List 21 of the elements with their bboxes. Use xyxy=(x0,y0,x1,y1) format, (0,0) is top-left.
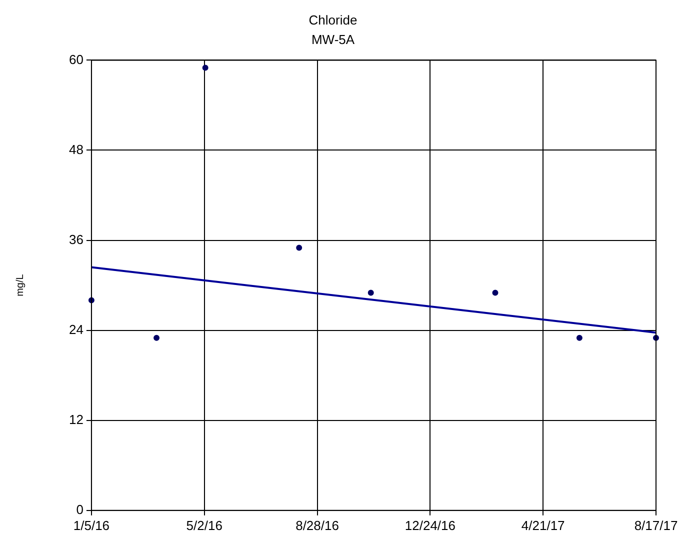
point xyxy=(154,334,160,341)
point xyxy=(296,244,302,251)
chart-subtitle: MW-5A xyxy=(311,32,355,47)
y-tick-label: 36 xyxy=(68,232,84,247)
x-tick-label: 1/5/16 xyxy=(73,518,110,533)
x-tick-label: 4/21/17 xyxy=(521,518,565,533)
x-tick-label: 5/2/16 xyxy=(186,518,222,533)
y-tick-label: 60 xyxy=(68,52,84,67)
point xyxy=(576,334,582,341)
x-tick-label: 8/28/16 xyxy=(296,518,339,533)
x-tick-label: 12/24/16 xyxy=(404,518,456,533)
point xyxy=(368,290,374,296)
y-axis-title: mg/L xyxy=(14,274,26,296)
point xyxy=(202,64,208,71)
x-tick-label: 8/17/17 xyxy=(634,518,678,533)
y-tick-label: 24 xyxy=(68,322,84,337)
y-tick-label: 12 xyxy=(68,412,84,427)
y-tick-label: 0 xyxy=(76,502,84,517)
y-tick-label: 48 xyxy=(68,142,84,157)
chart-title: Chloride xyxy=(308,12,358,28)
point xyxy=(492,290,498,296)
